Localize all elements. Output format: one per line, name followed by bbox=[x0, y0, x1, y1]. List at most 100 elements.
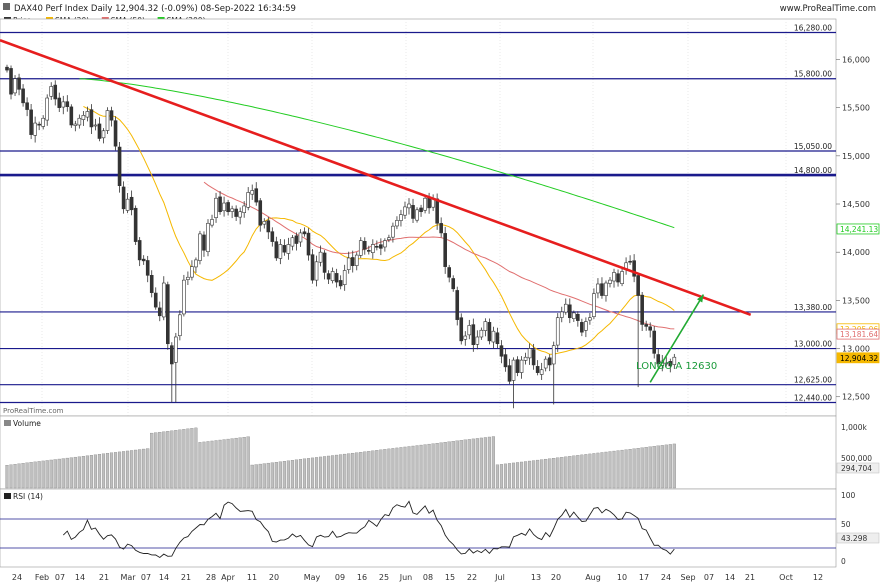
volume-bar-88 bbox=[359, 452, 363, 489]
candle-100 bbox=[407, 198, 411, 215]
candle-16 bbox=[69, 104, 74, 128]
candle-body-135 bbox=[547, 357, 552, 366]
volume-bar-108 bbox=[439, 442, 443, 489]
candle-3 bbox=[17, 73, 21, 96]
candle-67 bbox=[274, 236, 279, 261]
candle-123 bbox=[499, 340, 504, 364]
candle-body-9 bbox=[41, 117, 45, 127]
candle-body-155 bbox=[628, 260, 632, 263]
candle-body-61 bbox=[250, 190, 255, 195]
volume-bar-78 bbox=[319, 456, 323, 489]
volume-bar-44 bbox=[182, 429, 186, 489]
candle-52 bbox=[214, 192, 218, 223]
volume-bar-142 bbox=[576, 455, 580, 489]
volume-bars bbox=[5, 427, 676, 489]
menu-icon[interactable] bbox=[3, 3, 10, 10]
candle-166 bbox=[672, 353, 677, 369]
level-label-15050: 15,050.00 bbox=[794, 142, 832, 151]
candle-body-40 bbox=[166, 284, 170, 345]
candle-79 bbox=[322, 250, 327, 280]
candle-101 bbox=[411, 198, 415, 223]
candle-36 bbox=[149, 270, 154, 298]
candle-body-73 bbox=[298, 232, 303, 243]
candle-body-159 bbox=[644, 324, 648, 327]
candle-14 bbox=[61, 95, 66, 115]
brand-link[interactable]: www.ProRealTime.com bbox=[780, 4, 876, 14]
rsi-title: RSI (14) bbox=[13, 492, 43, 501]
volume-bar-153 bbox=[620, 449, 624, 489]
candle-109 bbox=[443, 226, 447, 274]
x-tick-label-25: 10 bbox=[617, 573, 627, 582]
candle-33 bbox=[137, 237, 142, 267]
candle-93 bbox=[379, 238, 383, 256]
candle-body-147 bbox=[596, 283, 600, 294]
y-tick-label-0: 16,000 bbox=[842, 55, 870, 64]
candle-body-19 bbox=[81, 115, 86, 120]
x-tick-label-31: 21 bbox=[745, 573, 755, 582]
candle-body-47 bbox=[194, 259, 198, 268]
candle-body-114 bbox=[463, 335, 468, 340]
candle-78 bbox=[318, 245, 323, 267]
candle-26 bbox=[109, 106, 114, 127]
y-tick-label-3: 14,500 bbox=[842, 200, 870, 209]
candle-145 bbox=[588, 312, 592, 325]
candle-98 bbox=[399, 209, 403, 227]
volume-bar-94 bbox=[383, 449, 387, 489]
candle-23 bbox=[97, 117, 102, 142]
candle-body-150 bbox=[608, 279, 612, 284]
candle-body-145 bbox=[588, 317, 592, 321]
candle-18 bbox=[77, 114, 82, 129]
candle-body-127 bbox=[515, 359, 520, 373]
x-tick-label-18: 08 bbox=[423, 573, 433, 582]
arrow-shaft bbox=[649, 294, 705, 383]
x-tick-label-14: 09 bbox=[335, 573, 345, 582]
candle-body-26 bbox=[109, 110, 114, 121]
candle-body-117 bbox=[475, 336, 480, 345]
x-tick-label-5: Mar bbox=[120, 573, 136, 582]
candle-45 bbox=[186, 271, 190, 285]
candle-body-50 bbox=[206, 222, 210, 253]
candle-148 bbox=[600, 277, 604, 299]
volume-bar-87 bbox=[355, 452, 359, 489]
volume-bar-143 bbox=[580, 454, 584, 489]
candle-7 bbox=[33, 116, 37, 143]
candle-6 bbox=[29, 103, 33, 140]
volume-bar-134 bbox=[544, 458, 548, 489]
rsi-last-value: 43.298 bbox=[841, 534, 867, 543]
candle-39 bbox=[161, 276, 166, 321]
x-tick-label-19: 15 bbox=[445, 573, 455, 582]
volume-bar-58 bbox=[238, 437, 242, 489]
volume-bar-159 bbox=[644, 447, 648, 489]
x-tick-label-23: 20 bbox=[551, 573, 561, 582]
volume-bar-15 bbox=[65, 457, 69, 489]
candle-body-82 bbox=[334, 273, 339, 283]
candle-body-58 bbox=[238, 211, 242, 218]
candle-body-164 bbox=[664, 362, 669, 365]
candle-50 bbox=[206, 219, 210, 257]
candle-110 bbox=[447, 264, 452, 283]
candle-body-30 bbox=[125, 198, 130, 211]
volume-bar-157 bbox=[636, 448, 640, 489]
volume-bar-21 bbox=[89, 455, 93, 489]
volume-bar-26 bbox=[109, 452, 114, 489]
volume-bar-98 bbox=[399, 447, 403, 489]
volume-bar-67 bbox=[274, 462, 278, 489]
volume-bar-106 bbox=[431, 443, 435, 489]
volume-bar-69 bbox=[282, 461, 286, 489]
x-tick-label-15: 16 bbox=[357, 573, 367, 582]
candle-44 bbox=[182, 274, 186, 317]
candle-body-27 bbox=[113, 120, 118, 147]
candle-body-144 bbox=[584, 321, 588, 331]
candle-body-78 bbox=[318, 251, 323, 263]
candle-63 bbox=[258, 198, 263, 232]
candle-body-21 bbox=[89, 109, 94, 128]
volume-bar-65 bbox=[266, 462, 270, 489]
volume-bar-124 bbox=[503, 463, 508, 489]
volume-bar-146 bbox=[592, 453, 596, 489]
candle-body-115 bbox=[467, 325, 472, 336]
volume-bar-52 bbox=[214, 440, 218, 489]
volume-bar-25 bbox=[105, 453, 110, 489]
candle-body-67 bbox=[274, 241, 279, 259]
x-tick-label-0: 24 bbox=[12, 573, 22, 582]
volume-bar-74 bbox=[302, 458, 307, 489]
